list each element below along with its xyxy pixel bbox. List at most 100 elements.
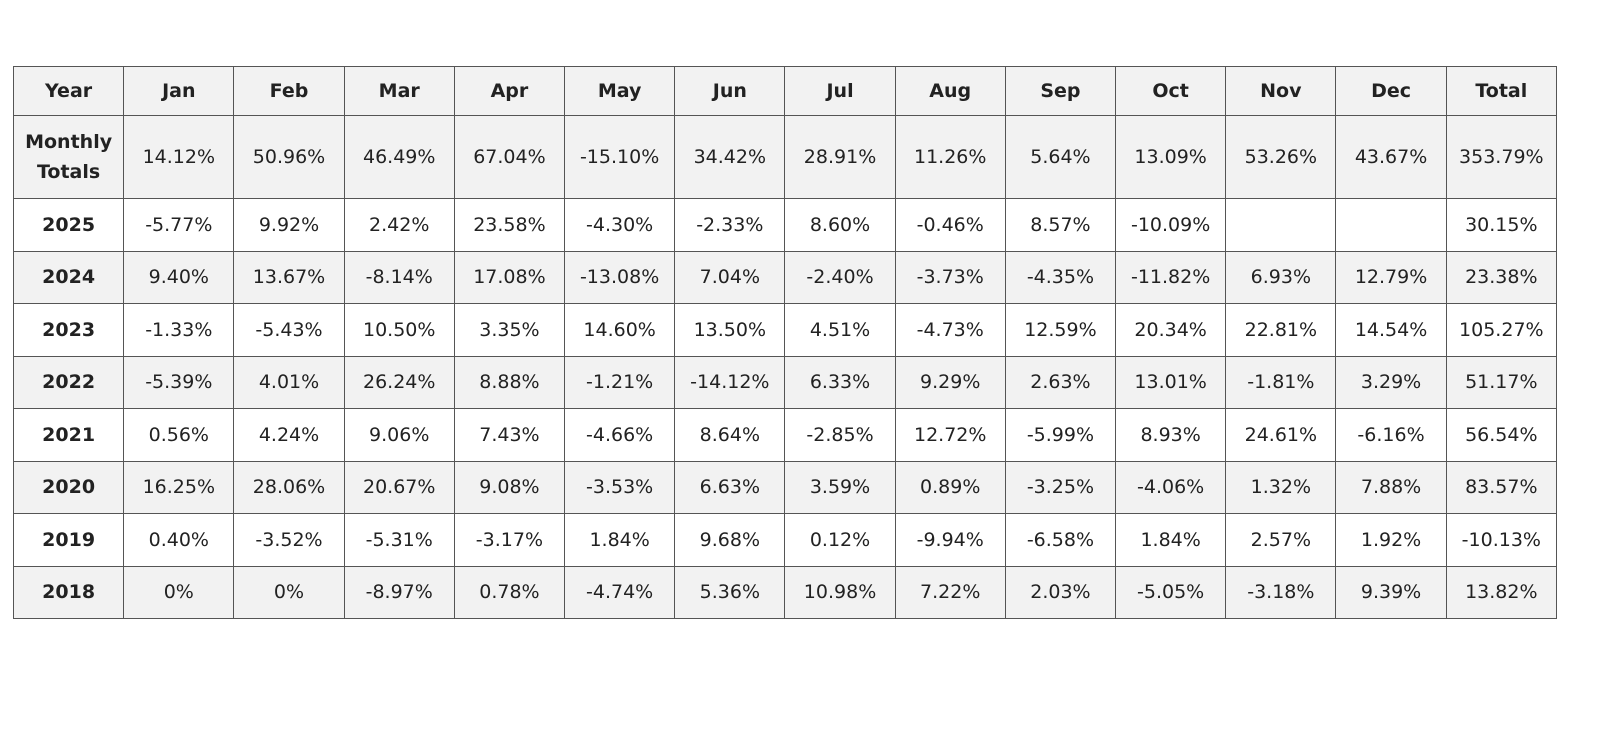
row-label: 2024 bbox=[12, 250, 125, 304]
value-cell: -5.99% bbox=[1004, 408, 1117, 462]
value-cell: -9.94% bbox=[894, 513, 1006, 567]
row-label: 2018 bbox=[12, 565, 125, 619]
row-label: 2021 bbox=[12, 408, 125, 462]
header-cell: Year bbox=[12, 66, 125, 116]
value-cell: 6.33% bbox=[784, 355, 896, 409]
value-cell: 14.60% bbox=[564, 303, 676, 357]
value-cell: 8.60% bbox=[784, 198, 896, 252]
header-cell: May bbox=[564, 66, 676, 116]
returns-table: Year Jan Feb Mar Apr May Jun Jul Aug Sep Oct Nov Dec… bbox=[12, 66, 1558, 619]
value-cell: 12.59% bbox=[1004, 303, 1117, 357]
header-cell: Dec bbox=[1335, 66, 1447, 116]
value-cell: 67.04% bbox=[453, 115, 566, 199]
row-label: 2023 bbox=[12, 303, 125, 357]
value-cell: -13.08% bbox=[564, 250, 676, 304]
value-cell: 9.40% bbox=[123, 250, 235, 304]
value-cell: -4.66% bbox=[564, 408, 676, 462]
value-cell: -5.39% bbox=[123, 355, 235, 409]
value-cell: -6.16% bbox=[1335, 408, 1447, 462]
row-label: Monthly Totals bbox=[12, 115, 125, 199]
table-row: 2018 0% 0% -8.97% 0.78% -4.74% 5.36% 10.98% 7.22… bbox=[12, 565, 1558, 619]
value-cell: -2.33% bbox=[674, 198, 786, 252]
value-cell: 7.22% bbox=[894, 565, 1006, 619]
value-cell: 0.56% bbox=[123, 408, 235, 462]
value-cell: 4.51% bbox=[784, 303, 896, 357]
value-cell: 2.57% bbox=[1225, 513, 1337, 567]
value-cell: 9.92% bbox=[233, 198, 345, 252]
value-cell: 6.63% bbox=[674, 460, 786, 514]
table-row: 2020 16.25% 28.06% 20.67% 9.08% -3.53% 6.63% 3.… bbox=[12, 460, 1558, 514]
value-cell: 9.06% bbox=[343, 408, 455, 462]
value-cell: 10.98% bbox=[784, 565, 896, 619]
table-row: 2021 0.56% 4.24% 9.06% 7.43% -4.66% 8.64% -2.85… bbox=[12, 408, 1558, 462]
value-cell: -4.74% bbox=[564, 565, 676, 619]
value-cell: 353.79% bbox=[1445, 115, 1558, 199]
value-cell: -3.53% bbox=[564, 460, 676, 514]
row-label: 2022 bbox=[12, 355, 125, 409]
header-cell: Jun bbox=[674, 66, 786, 116]
value-cell: -15.10% bbox=[564, 115, 676, 199]
table-row: 2019 0.40% -3.52% -5.31% -3.17% 1.84% 9.68% 0.1… bbox=[12, 513, 1558, 567]
value-cell: -1.81% bbox=[1225, 355, 1337, 409]
value-cell: -5.43% bbox=[233, 303, 345, 357]
row-label: 2025 bbox=[12, 198, 125, 252]
value-cell: 13.09% bbox=[1115, 115, 1227, 199]
value-cell: 13.82% bbox=[1445, 565, 1558, 619]
header-row: Year Jan Feb Mar Apr May Jun Jul Aug Sep Oct Nov Dec… bbox=[12, 66, 1558, 116]
row-label: 2019 bbox=[12, 513, 125, 567]
value-cell: 0% bbox=[123, 565, 235, 619]
value-cell: 8.64% bbox=[674, 408, 786, 462]
header-cell: Jan bbox=[123, 66, 235, 116]
value-cell: 5.64% bbox=[1004, 115, 1117, 199]
value-cell: -1.33% bbox=[123, 303, 235, 357]
table-row: 2023 -1.33% -5.43% 10.50% 3.35% 14.60% 13.50% 4… bbox=[12, 303, 1558, 357]
value-cell: 9.68% bbox=[674, 513, 786, 567]
value-cell: 1.84% bbox=[1115, 513, 1227, 567]
value-cell: 17.08% bbox=[453, 250, 566, 304]
value-cell: -3.25% bbox=[1004, 460, 1117, 514]
value-cell: 23.38% bbox=[1445, 250, 1558, 304]
value-cell: 14.54% bbox=[1335, 303, 1447, 357]
value-cell: 46.49% bbox=[343, 115, 455, 199]
value-cell: 3.35% bbox=[453, 303, 566, 357]
value-cell: 8.88% bbox=[453, 355, 566, 409]
value-cell: 7.43% bbox=[453, 408, 566, 462]
value-cell: -2.85% bbox=[784, 408, 896, 462]
value-cell: -1.21% bbox=[564, 355, 676, 409]
value-cell: 4.01% bbox=[233, 355, 345, 409]
value-cell: 4.24% bbox=[233, 408, 345, 462]
value-cell: 3.59% bbox=[784, 460, 896, 514]
value-cell: 2.03% bbox=[1004, 565, 1117, 619]
value-cell: 0% bbox=[233, 565, 345, 619]
value-cell: -11.82% bbox=[1115, 250, 1227, 304]
value-cell: 9.29% bbox=[894, 355, 1006, 409]
header-cell: Total bbox=[1445, 66, 1558, 116]
value-cell: 23.58% bbox=[453, 198, 566, 252]
value-cell: -5.05% bbox=[1115, 565, 1227, 619]
value-cell: 53.26% bbox=[1225, 115, 1337, 199]
table-row: 2022 -5.39% 4.01% 26.24% 8.88% -1.21% -14.12% 6… bbox=[12, 355, 1558, 409]
value-cell: -4.06% bbox=[1115, 460, 1227, 514]
value-cell: 10.50% bbox=[343, 303, 455, 357]
value-cell: 24.61% bbox=[1225, 408, 1337, 462]
value-cell: 12.72% bbox=[894, 408, 1006, 462]
value-cell: -10.09% bbox=[1115, 198, 1227, 252]
value-cell: 28.06% bbox=[233, 460, 345, 514]
value-cell: -10.13% bbox=[1445, 513, 1558, 567]
value-cell: 43.67% bbox=[1335, 115, 1447, 199]
value-cell: 30.15% bbox=[1445, 198, 1558, 252]
value-cell: 0.12% bbox=[784, 513, 896, 567]
value-cell: 0.78% bbox=[453, 565, 566, 619]
value-cell: 105.27% bbox=[1445, 303, 1558, 357]
value-cell: 2.63% bbox=[1004, 355, 1117, 409]
value-cell: -3.73% bbox=[894, 250, 1006, 304]
value-cell: 8.57% bbox=[1004, 198, 1117, 252]
value-cell: 83.57% bbox=[1445, 460, 1558, 514]
value-cell: 12.79% bbox=[1335, 250, 1447, 304]
value-cell: 14.12% bbox=[123, 115, 235, 199]
value-cell: 5.36% bbox=[674, 565, 786, 619]
value-cell: 20.34% bbox=[1115, 303, 1227, 357]
header-cell: Jul bbox=[784, 66, 896, 116]
value-cell: 13.67% bbox=[233, 250, 345, 304]
